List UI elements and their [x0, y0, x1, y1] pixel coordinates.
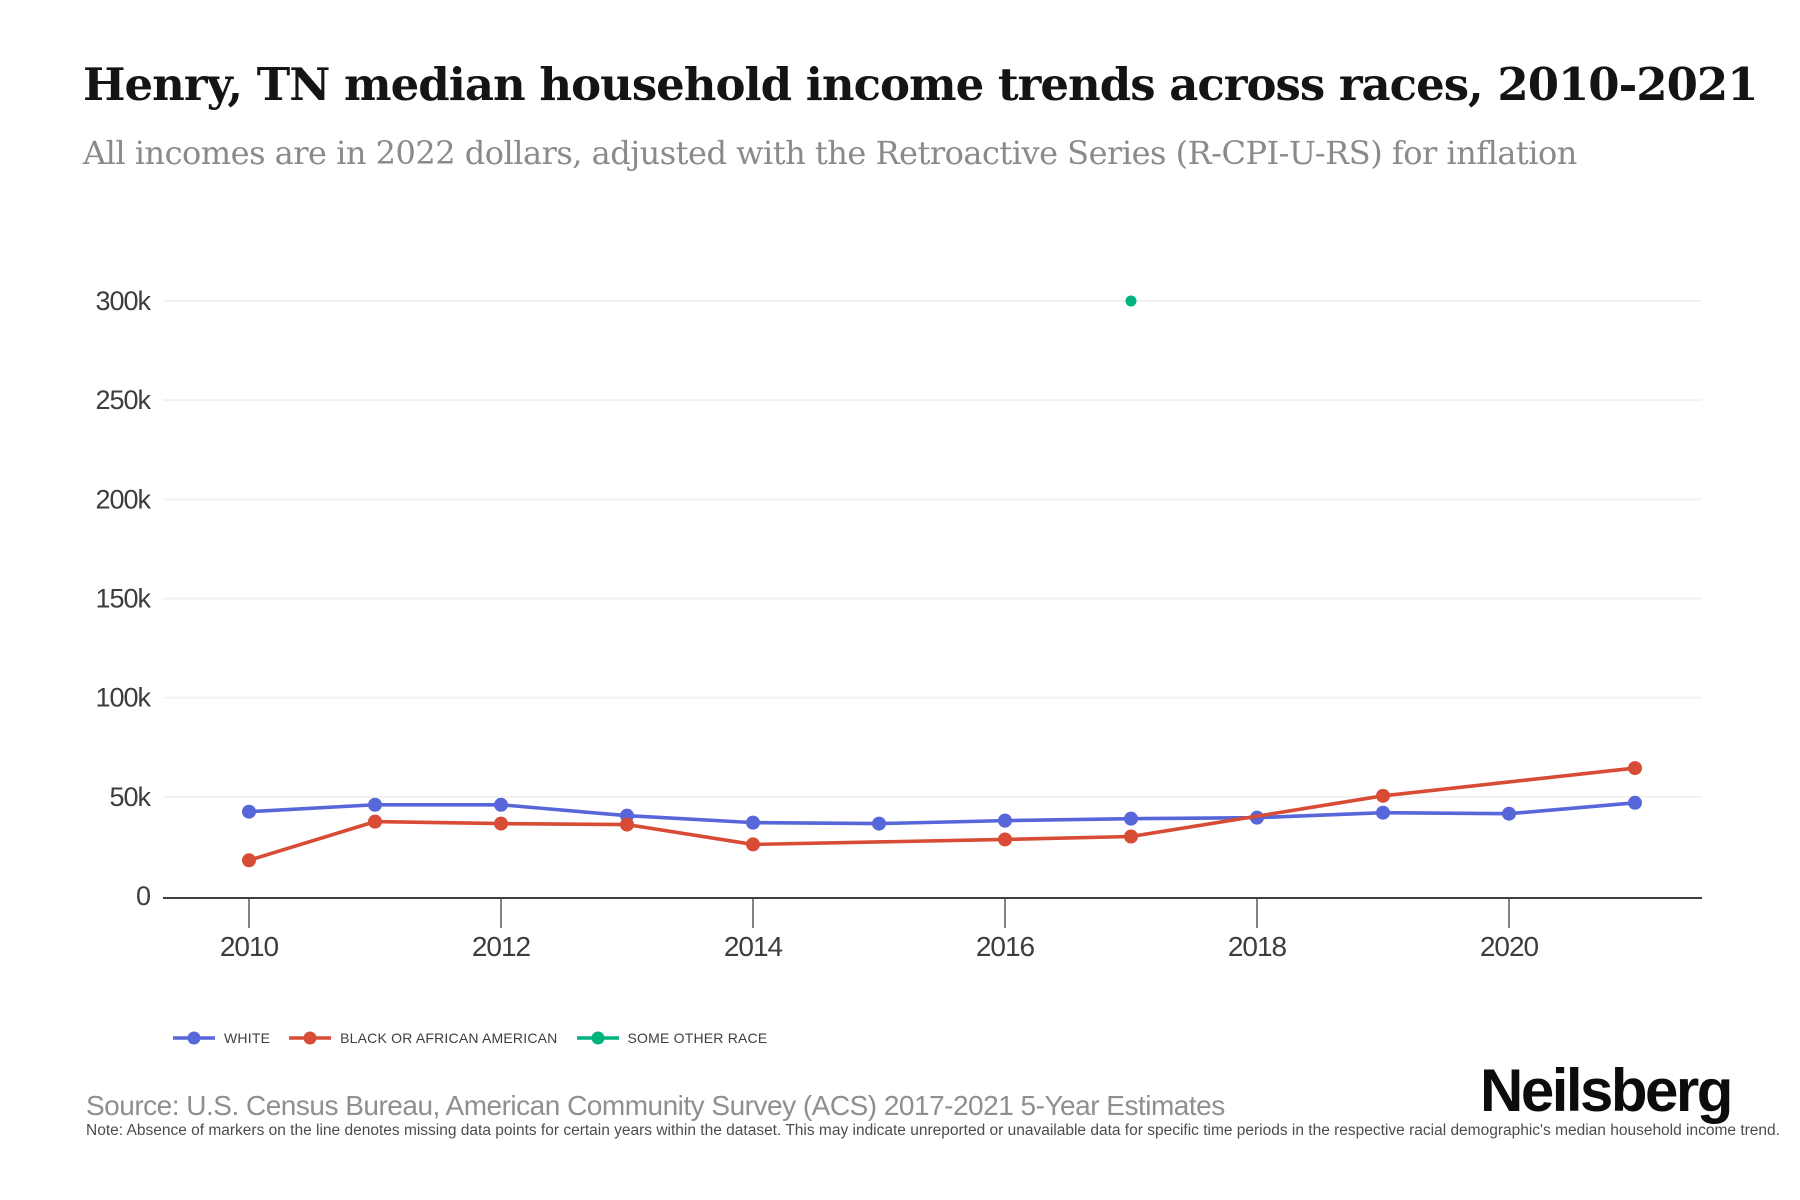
income-trends-line-chart: 0 50k 100k 150k 200k 250k 300k 2010 2012 2014 2016…: [95, 286, 1702, 962]
marker-black-or-african-american-2016[interactable]: [998, 832, 1012, 847]
source-text: Source: U.S. Census Bureau, American Com…: [86, 1090, 1225, 1121]
marker-white-2019[interactable]: [1376, 805, 1390, 820]
x-tick-label-2016: 2016: [976, 931, 1035, 962]
x-tick-label-2020: 2020: [1480, 931, 1539, 962]
x-tick-label-2012: 2012: [472, 931, 531, 962]
marker-some-other-race-2017[interactable]: [1125, 295, 1137, 307]
legend-item-black-or-african-american[interactable]: BLACK OR AFRICAN AMERICAN: [288, 1030, 557, 1046]
legend-label: BLACK OR AFRICAN AMERICAN: [340, 1030, 558, 1046]
chart-title: Henry, TN median household income trends…: [83, 58, 1759, 111]
legend-swatch-white-icon: [173, 1031, 215, 1045]
x-tick-label-2014: 2014: [724, 931, 783, 962]
legend-item-some-other-race[interactable]: SOME OTHER RACE: [576, 1030, 768, 1046]
y-tick-label-50k: 50k: [109, 782, 151, 812]
y-tick-label-0: 0: [136, 881, 150, 911]
marker-black-or-african-american-2012[interactable]: [494, 816, 508, 831]
y-tick-label-250k: 250k: [95, 385, 151, 415]
y-tick-label-150k: 150k: [95, 583, 151, 613]
legend-label: SOME OTHER RACE: [627, 1030, 768, 1046]
series-line-white: [247, 800, 1637, 826]
marker-white-2012[interactable]: [494, 797, 508, 812]
marker-white-2015[interactable]: [872, 816, 886, 831]
marker-black-or-african-american-2021[interactable]: [1628, 761, 1642, 776]
marker-black-or-african-american-2014[interactable]: [746, 837, 760, 852]
neilsberg-logo: Neilsberg: [1480, 1057, 1733, 1124]
marker-white-2021[interactable]: [1628, 795, 1642, 810]
marker-black-or-african-american-2013[interactable]: [620, 817, 634, 832]
legend-label: WHITE: [224, 1030, 271, 1046]
x-tick-label-2018: 2018: [1228, 931, 1287, 962]
marker-white-2014[interactable]: [746, 815, 760, 830]
y-tick-label-100k: 100k: [95, 683, 151, 713]
note-text: Note: Absence of markers on the line den…: [86, 1122, 1780, 1139]
marker-black-or-african-american-2019[interactable]: [1376, 788, 1390, 803]
marker-white-2011[interactable]: [368, 797, 382, 812]
marker-black-or-african-american-2017[interactable]: [1124, 829, 1138, 844]
y-tick-label-300k: 300k: [95, 286, 151, 316]
x-tick-label-2010: 2010: [220, 931, 279, 962]
marker-white-2017[interactable]: [1124, 811, 1138, 826]
chart-subtitle: All incomes are in 2022 dollars, adjuste…: [83, 134, 1577, 172]
marker-white-2016[interactable]: [998, 813, 1012, 828]
marker-white-2020[interactable]: [1502, 806, 1516, 821]
legend-swatch-some-other-race-icon: [576, 1031, 619, 1045]
marker-black-or-african-american-2011[interactable]: [368, 814, 382, 829]
marker-black-or-african-american-2010[interactable]: [242, 853, 256, 868]
marker-white-2010[interactable]: [242, 804, 256, 819]
y-tick-label-200k: 200k: [95, 484, 151, 514]
legend-item-white[interactable]: WHITE: [172, 1030, 270, 1046]
chart-legend: WHITE BLACK OR AFRICAN AMERICAN SOME OTHER…: [172, 1024, 767, 1052]
legend-swatch-black-or-african-american-icon: [289, 1031, 332, 1045]
